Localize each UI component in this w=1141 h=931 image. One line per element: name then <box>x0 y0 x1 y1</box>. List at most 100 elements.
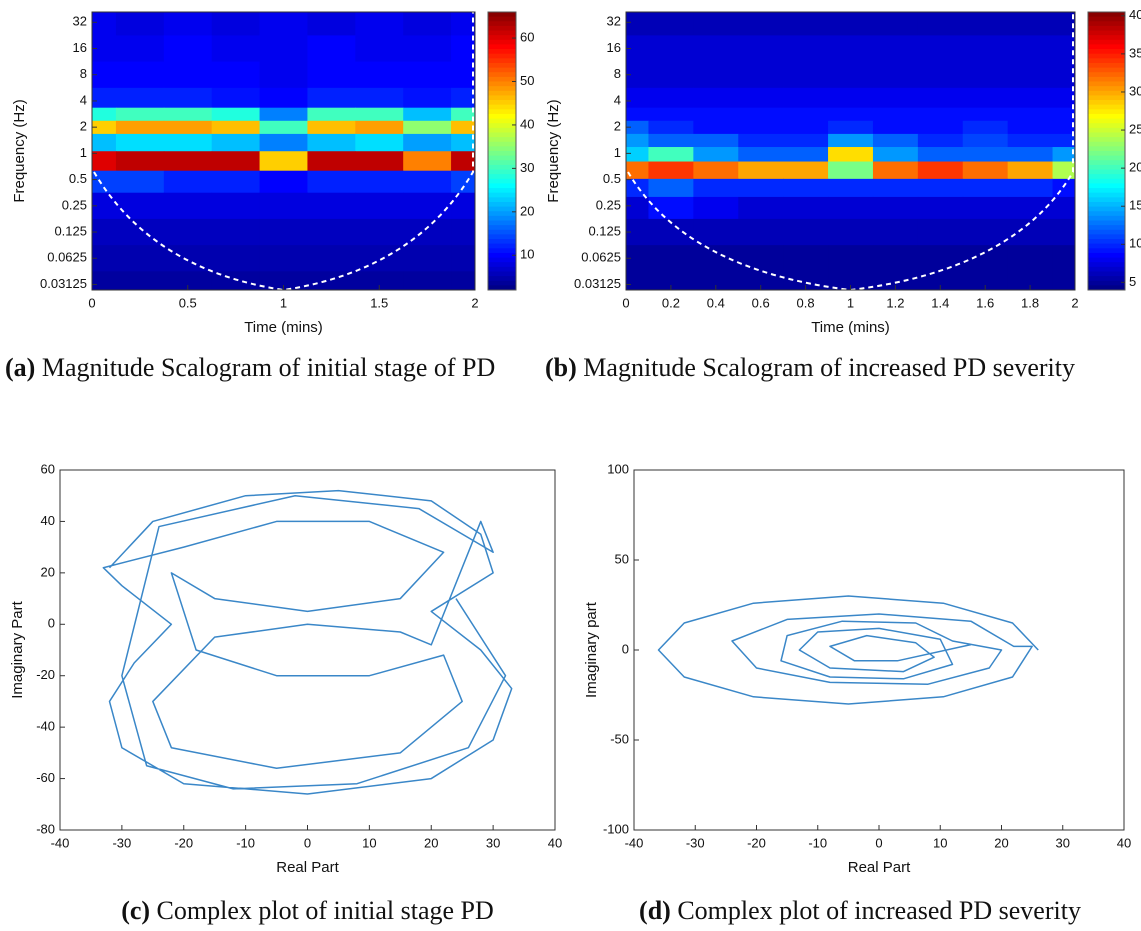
colorbar-step <box>1088 280 1125 286</box>
caption-text: Complex plot of increased PD severity <box>677 896 1081 925</box>
x-tick-label: 40 <box>548 835 562 850</box>
heat-cell <box>403 120 452 135</box>
y-tick-label: 0.5 <box>69 171 87 186</box>
heat-cell <box>872 196 919 220</box>
heat-cell <box>211 61 261 89</box>
colorbar-step <box>1088 12 1125 18</box>
heat-cell <box>1052 147 1076 163</box>
heat-cell <box>648 87 694 109</box>
caption: (d) Complex plot of increased PD severit… <box>580 895 1140 927</box>
y-axis-label: Imaginary part <box>583 601 600 698</box>
colorbar-step <box>488 239 516 245</box>
heat-cell <box>783 35 829 63</box>
y-tick-label: 2 <box>614 119 621 134</box>
colorbar-step <box>1088 86 1125 92</box>
colorbar-step <box>1088 197 1125 203</box>
heat-cell <box>626 107 649 122</box>
panel: 10 20 30 40 50 60 0 0.5 1 1.5 2 0.03125 0.0625 0.125 0… <box>11 11 534 336</box>
heat-cell <box>259 192 308 220</box>
colorbar-step <box>488 72 516 78</box>
colorbar-step <box>1088 141 1125 147</box>
heat-cell <box>355 12 404 36</box>
heat-cell <box>403 87 452 109</box>
heat-cell <box>872 245 919 272</box>
plot-area <box>634 470 1124 830</box>
y-tick-label: 0.03125 <box>574 276 621 291</box>
heat-cell <box>403 107 452 122</box>
heat-cell <box>451 245 476 272</box>
colorbar-step <box>488 188 516 194</box>
colorbar-step <box>488 35 516 41</box>
heat-cell <box>872 147 919 163</box>
heat-cell <box>355 61 404 89</box>
heat-cell <box>307 192 356 220</box>
heat-cell <box>648 271 694 291</box>
heat-cell <box>828 61 874 89</box>
heat-cell <box>828 245 874 272</box>
colorbar-step <box>488 76 516 82</box>
x-axis-label: Time (mins) <box>244 319 323 336</box>
heat-cell <box>962 120 1009 135</box>
heat-cell <box>962 61 1009 89</box>
heat-cell <box>451 192 476 220</box>
heat-cell <box>163 218 213 246</box>
colorbar-step <box>1088 225 1125 231</box>
y-tick-label: 1 <box>614 145 621 160</box>
y-tick-label: 0.125 <box>54 223 87 238</box>
colorbar-tick-label: 30 <box>520 160 534 175</box>
x-tick-label: 30 <box>486 835 500 850</box>
heat-cell <box>355 192 404 220</box>
heat-cell <box>307 245 356 272</box>
colorbar-step <box>488 164 516 171</box>
heat-cell <box>626 120 649 135</box>
heat-cell <box>451 107 476 122</box>
colorbar-step <box>488 127 516 133</box>
heat-cell <box>403 35 452 63</box>
heat-cell <box>738 196 784 220</box>
heat-cell <box>693 35 739 63</box>
caption-text: Magnitude Scalogram of initial stage of … <box>41 353 496 382</box>
heat-cell <box>259 87 308 109</box>
heat-cell <box>211 218 261 246</box>
colorbar-step <box>488 183 516 189</box>
heat-cell <box>1007 35 1054 63</box>
colorbar-step <box>1088 188 1125 194</box>
heat-cell <box>693 61 739 89</box>
heat-cell <box>648 178 694 198</box>
heat-cell <box>962 271 1009 291</box>
y-tick-label: -100 <box>603 821 629 836</box>
x-tick-label: -30 <box>112 835 131 850</box>
y-tick-label: -80 <box>36 821 55 836</box>
x-tick-label: -40 <box>625 835 644 850</box>
colorbar-tick-label: 60 <box>520 30 534 45</box>
heat-cell <box>1007 178 1054 198</box>
caption-label: (c) <box>121 896 151 925</box>
x-tick-label: 0 <box>304 835 311 850</box>
heat-cell <box>259 35 308 63</box>
caption-text: Complex plot of initial stage PD <box>156 896 494 925</box>
heat-cell <box>115 271 165 291</box>
heat-cell <box>783 133 829 148</box>
colorbar-step <box>1088 113 1125 120</box>
heat-cell <box>693 147 739 163</box>
x-axis-label: Time (mins) <box>811 319 890 336</box>
heat-cell <box>962 147 1009 163</box>
x-tick-label: 10 <box>933 835 947 850</box>
heat-cell <box>451 133 476 152</box>
caption-label: (d) <box>639 896 671 925</box>
caption: (a) Magnitude Scalogram of initial stage… <box>5 352 540 384</box>
colorbar-step <box>1088 16 1125 22</box>
heat-cell <box>1052 61 1076 89</box>
heat-cell <box>307 61 356 89</box>
colorbar-step <box>488 257 516 263</box>
y-tick-label: 8 <box>614 66 621 81</box>
heat-cell <box>828 107 874 122</box>
heat-cell <box>917 178 964 198</box>
y-tick-label: -40 <box>36 719 55 734</box>
heat-cell <box>259 133 308 152</box>
x-tick-label: -40 <box>51 835 70 850</box>
colorbar-step <box>1088 104 1125 110</box>
panel: 5 10 15 20 25 30 35 40 0 0.2 0.4 0.6 0.8 1 1.2 1.4 1.6 1.… <box>545 7 1141 336</box>
colorbar-step <box>1088 271 1125 277</box>
colorbar-step <box>488 25 516 32</box>
